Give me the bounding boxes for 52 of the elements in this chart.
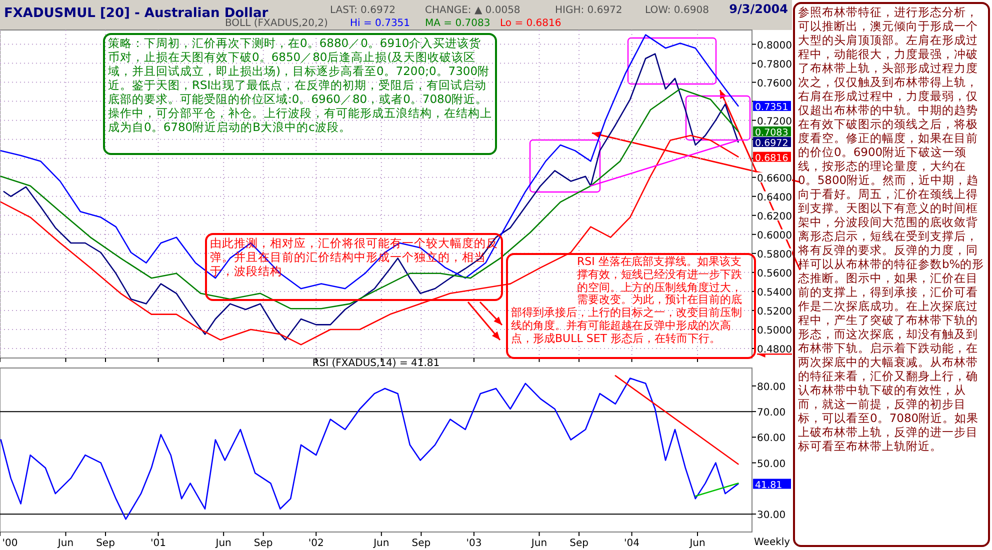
x-tick-label: Jun bbox=[688, 538, 706, 549]
y-tick-label: 0.8000 bbox=[757, 40, 792, 52]
y-tick-label: 0.6000 bbox=[757, 230, 792, 242]
x-tick-label: Sep bbox=[96, 538, 115, 549]
text: 参照布林带特征，进行形态分析，可以推断出，澳元倾向于形成一个大型的头肩顶顶部。左肩在形成过程中，动能很大，力度最强，冲破了布林带上轨，头部形成过程力度次之，仅仅触及到布林带得上轨，右肩在形成过程中，力度最弱，仅仅超出布林带的中轨。中期的趋势在有效下破图示的颈线之后，将极度看空。修正的幅度，如果在目前的价位0。6900附近下破这一颈线，按形态的理论量度，大约在0。5800附近。然而，近中期，趋向于看好。周五，汇价在颈线上得到支撑。天图以下有意义的时间框架中，分波段间大范围的底收敛背离形态启示，短线在受到支撑后，将有反弹的要求。反弹的力度，同样可以从布林带的特征参数b%的形态推断。图示中，如果，汇价在目前的支撑上，得到承接，汇价可看作是二次探底成功。在上次探底过程中，产生了突破了布林带下轨的形态，而这次探底，却没有触及到布林带下轨。启示着下跌动能，在两次探底中的大幅衰减。从布林带的特征来看，汇价又翻身上行，确认布林带中轨下破的有效性，从而，就这一前提，反弹的初步目标，可以看至0。7080附近。如果上破布林带上轨，反弹的进一步目标可看至布林带上轨附近。 bbox=[798, 5, 984, 454]
x-tick-label: Sep bbox=[570, 538, 588, 549]
text: Lo = 0.6816 bbox=[500, 18, 562, 29]
y-tick-label: 0.7600 bbox=[757, 78, 792, 90]
data-label: 0.7083 bbox=[755, 127, 788, 138]
chart-title: RSI (FXADUS,14) = 41.81 bbox=[312, 358, 440, 369]
x-tick-label: Jun bbox=[56, 538, 74, 549]
x-tick-label: '00 bbox=[2, 538, 18, 549]
text: MA = 0.7083 bbox=[425, 18, 490, 29]
x-tick-label: Sep bbox=[254, 538, 273, 549]
y-tick-label: 0.5200 bbox=[757, 306, 792, 318]
y-tick-label: 0.5000 bbox=[757, 325, 792, 336]
text: Weekly bbox=[754, 537, 790, 548]
text: LOW: 0.6908 bbox=[645, 5, 709, 16]
annotation: 策略：下周初，汇价再次下测时，在0。6880／0。6910介入买进该货币对，止损在天图有效下破0。6850／80后逢高止损(及天图收破该区域，并且回试成立，即止损出场)，目标逐步高看至0。7200;0。7300附近。鉴于天图，RSI出现了最低点，在反弹的初期，受阻后，有回试启动底部的要求。可能受阻的价位区域:0。6960／80，或者0。7080附近。操作中，可分部平仓，补仓。上行波段，有可能形成五浪结构，在结构上成为自0。6780附近启动的B大浪中的c波段。 bbox=[103, 33, 497, 155]
data-label: 0.7351 bbox=[755, 102, 788, 113]
x-tick-label: Jun bbox=[530, 538, 548, 549]
y-tick-label: 70.00 bbox=[757, 408, 786, 419]
y-tick-label: 60.00 bbox=[757, 433, 786, 444]
x-tick-label: '03 bbox=[466, 538, 482, 549]
y-tick-label: 0.5600 bbox=[757, 268, 792, 280]
x-tick-label: '01 bbox=[150, 538, 166, 549]
x-tick-label: '02 bbox=[308, 538, 324, 549]
y-tick-label: 0.6200 bbox=[757, 211, 792, 222]
text: CHANGE: ▲ 0.0058 bbox=[425, 5, 520, 16]
y-tick-label: 0.6600 bbox=[757, 173, 792, 184]
x-tick-label: Jun bbox=[372, 538, 390, 549]
y-tick-label: 0.6400 bbox=[757, 192, 792, 204]
data-label: 0.6816 bbox=[755, 152, 788, 164]
x-tick-label: Jun bbox=[214, 538, 232, 549]
data-label: 41.81 bbox=[755, 480, 782, 491]
x-tick-label: Sep bbox=[412, 538, 431, 549]
y-tick-label: 0.7200 bbox=[757, 116, 792, 128]
data-label: 0.6972 bbox=[755, 138, 788, 149]
y-tick-label: 0.5800 bbox=[757, 249, 792, 260]
y-tick-label: 0.4800 bbox=[757, 344, 792, 356]
text: Hi = 0.7351 bbox=[350, 18, 410, 29]
text: LAST: 0.6972 bbox=[330, 5, 396, 16]
text: 9/3/2004 bbox=[729, 2, 788, 16]
y-tick-label: 30.00 bbox=[757, 510, 786, 522]
y-tick-label: 0.5400 bbox=[757, 287, 792, 298]
y-tick-label: 50.00 bbox=[757, 458, 786, 470]
text: HIGH: 0.6972 bbox=[555, 5, 622, 16]
text: BOLL (FXADUS,20,2) bbox=[225, 18, 328, 29]
annotation: RSI 坐落在底部支撑线。如果该支撑有效，短线已经没有进一步下跌的空间。上方的压制线角度过大，需要改变。为此，预计在目前的底部得到承接后，上行的目标之一，改变目前压制线的角度。并有可能超越在反弹中形成的次高点，形成BULL SET 形态后，在转而下行。 bbox=[506, 253, 756, 359]
y-tick-label: 0.7800 bbox=[757, 59, 792, 70]
x-tick-label: '04 bbox=[624, 538, 640, 549]
y-tick-label: 80.00 bbox=[757, 382, 786, 393]
